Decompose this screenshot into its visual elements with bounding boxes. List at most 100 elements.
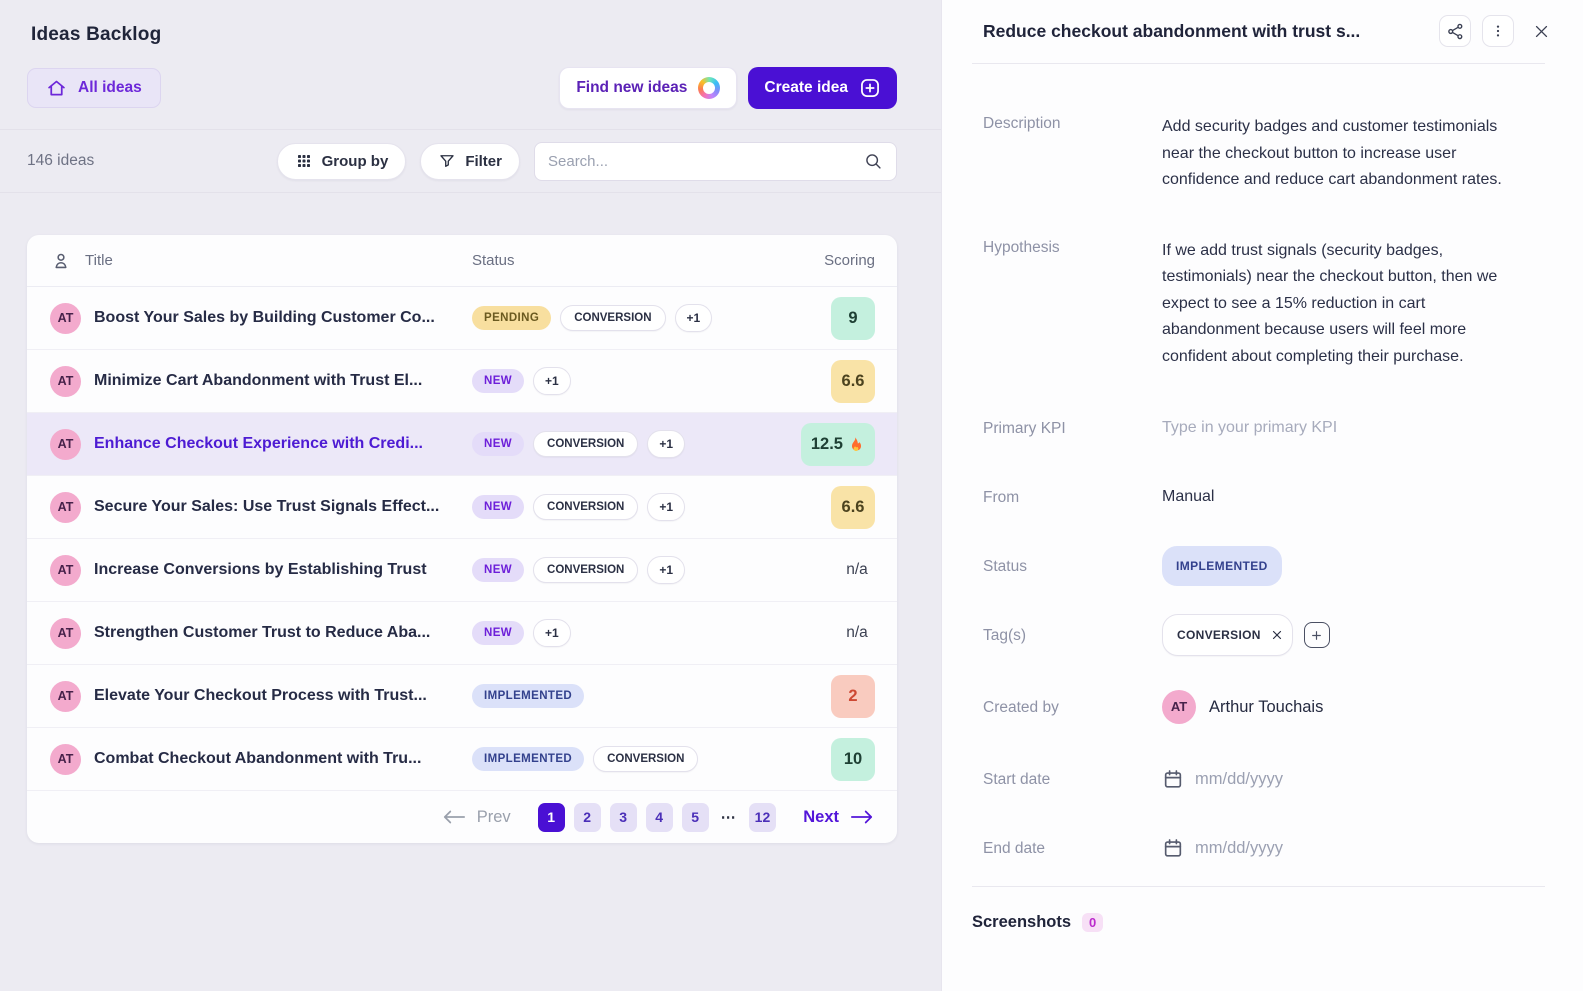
more-options-button[interactable]: [1482, 15, 1514, 47]
table-row[interactable]: AT Combat Checkout Abandonment with Tru.…: [27, 728, 897, 791]
table-header-row: Title Status Scoring: [27, 235, 897, 287]
find-new-ideas-button[interactable]: Find new ideas: [559, 67, 738, 109]
primary-kpi-label: Primary KPI: [983, 419, 1066, 437]
description-value: Add security badges and customer testimo…: [1162, 118, 1502, 188]
idea-title: Enhance Checkout Experience with Credi..…: [94, 435, 423, 452]
page-button-3[interactable]: 3: [609, 802, 637, 832]
idea-title: Elevate Your Checkout Process with Trust…: [94, 687, 427, 704]
share-button[interactable]: [1439, 15, 1471, 47]
status-label: Status: [983, 557, 1027, 575]
idea-detail-title: Reduce checkout abandonment with trust s…: [983, 20, 1361, 41]
table-row-selected[interactable]: AT Enhance Checkout Experience with Cred…: [27, 413, 897, 476]
more-tags-chip: +1: [647, 430, 686, 458]
status-badge: IMPLEMENTED: [472, 684, 585, 708]
search-input[interactable]: [548, 152, 863, 170]
status-badge: NEW: [472, 621, 525, 645]
column-header-status[interactable]: Status: [472, 252, 515, 269]
next-page-button[interactable]: Next: [803, 808, 874, 827]
avatar: AT: [50, 491, 81, 523]
created-by-label: Created by: [983, 698, 1059, 716]
tag-chip: CONVERSION: [593, 746, 699, 772]
arrow-right-icon: [850, 809, 874, 825]
idea-detail-panel: Reduce checkout abandonment with trust s…: [941, 0, 1583, 991]
close-panel-button[interactable]: [1525, 15, 1557, 47]
score-na: n/a: [846, 624, 868, 641]
column-header-title[interactable]: Title: [85, 252, 113, 269]
start-date-input[interactable]: mm/dd/yyyy: [1162, 766, 1527, 793]
calendar-icon: [1162, 837, 1184, 859]
add-tag-button[interactable]: [1303, 622, 1330, 648]
tag-chip: CONVERSION: [533, 557, 639, 583]
page-button-5[interactable]: 5: [681, 802, 709, 832]
hypothesis-value: If we add trust signals (security badges…: [1162, 241, 1498, 365]
list-toolbar: 146 ideas Group by Filter: [0, 130, 941, 193]
table-row[interactable]: AT Strengthen Customer Trust to Reduce A…: [27, 602, 897, 665]
idea-title: Increase Conversions by Establishing Tru…: [94, 561, 427, 578]
page-button-4[interactable]: 4: [645, 802, 673, 832]
end-date-label: End date: [983, 839, 1046, 857]
prev-page-button[interactable]: Prev: [442, 808, 511, 827]
tags-label: Tag(s): [983, 626, 1027, 644]
search-icon: [863, 151, 883, 171]
filter-button[interactable]: Filter: [420, 142, 520, 180]
ideas-count: 146 ideas: [27, 152, 95, 169]
end-date-field: End date mm/dd/yyyy: [983, 834, 1527, 862]
pagination: Prev 1 2 3 4 5 ⋯ 12 Next: [27, 791, 897, 843]
start-date-label: Start date: [983, 770, 1051, 788]
funnel-icon: [438, 152, 456, 170]
score-chip: 6.6: [831, 359, 875, 403]
remove-tag-icon[interactable]: [1271, 629, 1283, 641]
home-icon: [46, 78, 67, 99]
screenshots-count-badge: 0: [1082, 913, 1104, 932]
create-idea-button[interactable]: Create idea: [748, 67, 897, 109]
page-button-2[interactable]: 2: [573, 802, 601, 832]
avatar: AT: [50, 365, 81, 397]
all-ideas-button[interactable]: All ideas: [27, 68, 161, 108]
page-button-1[interactable]: 1: [537, 802, 565, 832]
calendar-icon: [1162, 768, 1184, 790]
created-by-field: Created by AT Arthur Touchais: [983, 690, 1527, 724]
header-actions: All ideas Find new ideas Create idea: [27, 67, 897, 109]
idea-title: Minimize Cart Abandonment with Trust El.…: [94, 372, 423, 389]
avatar: AT: [50, 554, 81, 586]
panel-header-divider: [972, 63, 1545, 64]
from-field: From Manual: [983, 483, 1527, 511]
status-badge: NEW: [472, 558, 525, 582]
column-header-scoring[interactable]: Scoring: [824, 252, 875, 269]
created-by-name: Arthur Touchais: [1209, 697, 1324, 716]
page-title: Ideas Backlog: [31, 24, 162, 45]
score-chip: 10: [831, 737, 875, 781]
status-badge: NEW: [472, 432, 525, 456]
table-row[interactable]: AT Increase Conversions by Establishing …: [27, 539, 897, 602]
end-date-input[interactable]: mm/dd/yyyy: [1162, 835, 1527, 862]
more-tags-chip: +1: [647, 556, 686, 584]
tag-chip: CONVERSION: [560, 305, 666, 331]
search-field: [534, 141, 897, 181]
status-pill[interactable]: IMPLEMENTED: [1162, 545, 1282, 587]
screenshots-divider: [972, 886, 1545, 887]
table-row[interactable]: AT Elevate Your Checkout Process with Tr…: [27, 665, 897, 728]
score-chip: 6.6: [831, 485, 875, 529]
table-row[interactable]: AT Secure Your Sales: Use Trust Signals …: [27, 476, 897, 539]
ideas-backlog-main: Ideas Backlog All ideas Find new ideas C…: [0, 24, 941, 843]
group-by-button[interactable]: Group by: [276, 142, 407, 180]
arrow-left-icon: [442, 809, 466, 825]
status-badge: PENDING: [472, 306, 552, 330]
avatar: AT: [50, 302, 81, 334]
table-row[interactable]: AT Boost Your Sales by Building Customer…: [27, 287, 897, 350]
more-tags-chip: +1: [533, 367, 571, 395]
more-tags-chip: +1: [674, 304, 713, 332]
page-button-last[interactable]: 12: [748, 802, 777, 832]
from-value: Manual: [1162, 487, 1215, 505]
avatar: AT: [50, 428, 81, 460]
kebab-icon: [1490, 23, 1506, 39]
fire-icon: [848, 435, 865, 454]
hypothesis-label: Hypothesis: [983, 238, 1060, 256]
primary-kpi-input[interactable]: Type in your primary KPI: [1162, 418, 1338, 436]
screenshots-section: Screenshots 0: [942, 887, 1583, 932]
panel-header: Reduce checkout abandonment with trust s…: [942, 0, 1583, 60]
status-badge: NEW: [472, 369, 525, 393]
table-row[interactable]: AT Minimize Cart Abandonment with Trust …: [27, 350, 897, 413]
idea-fields: Description Add security badges and cust…: [942, 64, 1583, 886]
close-icon: [1533, 23, 1550, 40]
